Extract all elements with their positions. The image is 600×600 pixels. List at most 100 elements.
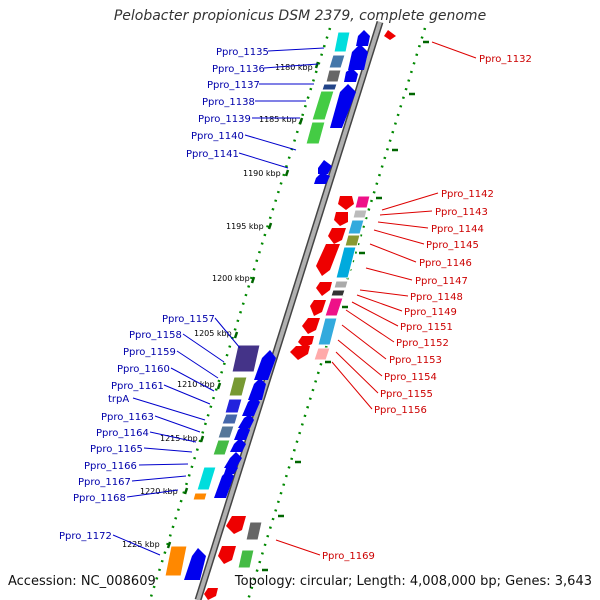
gene-arrow <box>184 548 206 580</box>
gene-label[interactable]: Ppro_1152 <box>396 338 449 349</box>
gene-arrow <box>356 30 370 46</box>
gene-label[interactable]: Ppro_1167 <box>78 477 131 488</box>
gene-label[interactable]: Ppro_1143 <box>435 207 488 218</box>
kbp-label: 1210 kbp <box>177 380 215 389</box>
kbp-label: 1200 kbp <box>212 274 250 283</box>
gene-label[interactable]: Ppro_1140 <box>191 131 244 142</box>
gene-arrow <box>338 196 354 210</box>
gene-label[interactable]: Ppro_1151 <box>400 322 453 333</box>
cog-box <box>164 545 188 577</box>
gene-arrow <box>234 424 250 440</box>
gene-arrow <box>298 336 314 348</box>
cog-box <box>352 209 368 219</box>
cog-box <box>313 347 331 361</box>
left-leader-lines <box>112 47 325 556</box>
gene-label[interactable]: Ppro_1137 <box>207 80 260 91</box>
gene-label[interactable]: Ppro_1146 <box>419 258 472 269</box>
gene-label[interactable]: Ppro_1147 <box>415 276 468 287</box>
gene-label[interactable]: Ppro_1144 <box>431 224 484 235</box>
cog-box <box>317 317 338 346</box>
gene-label[interactable]: Ppro_1141 <box>186 149 239 160</box>
cog-box <box>245 521 263 541</box>
gene-arrow <box>328 228 346 244</box>
gene-label[interactable]: Ppro_1155 <box>380 389 433 400</box>
cog-box <box>333 280 349 289</box>
right-cog-boxes <box>237 195 371 569</box>
gene-label[interactable]: Ppro_1164 <box>96 428 149 439</box>
kbp-label: 1220 kbp <box>140 487 178 496</box>
cog-box <box>324 297 344 317</box>
gene-arrow <box>384 30 396 40</box>
gene-label[interactable]: Ppro_1168 <box>73 493 126 504</box>
gene-arrow <box>238 414 254 428</box>
cog-box <box>347 219 365 235</box>
gene-label[interactable]: Ppro_1159 <box>123 347 176 358</box>
cog-box <box>224 398 243 414</box>
gene-label[interactable]: Ppro_1156 <box>374 405 427 416</box>
gene-label[interactable]: Ppro_1135 <box>216 47 269 58</box>
gene-arrow <box>230 438 246 452</box>
right-leader-lines <box>275 41 477 556</box>
left-gene-arrows <box>184 30 370 580</box>
cog-box <box>330 289 346 297</box>
gene-arrow <box>226 516 246 534</box>
gene-arrow <box>248 378 266 400</box>
gene-arrow <box>254 350 276 380</box>
cog-box <box>237 549 255 569</box>
gene-arrow <box>316 282 332 296</box>
kbp-label: 1205 kbp <box>194 329 232 338</box>
kbp-label: 1185 kbp <box>259 115 297 124</box>
gene-arrow <box>314 172 330 184</box>
gene-label[interactable]: Ppro_1139 <box>198 114 251 125</box>
right-track-ticks <box>262 40 429 572</box>
gene-label[interactable]: Ppro_1154 <box>384 372 437 383</box>
cog-box <box>305 121 326 145</box>
gene-arrow <box>318 160 332 174</box>
gene-arrow <box>218 546 236 564</box>
gene-arrow <box>316 244 340 276</box>
gene-arrow <box>214 470 234 498</box>
gene-arrow <box>290 346 310 360</box>
genome-summary-text: Topology: circular; Length: 4,008,000 bp… <box>234 574 592 589</box>
cog-box <box>212 439 231 456</box>
accession-text: Accession: NC_008609 <box>8 574 156 589</box>
kbp-ticks <box>166 61 320 549</box>
gene-arrow <box>310 300 326 316</box>
gene-label[interactable]: Ppro_1157 <box>162 314 215 325</box>
cog-box <box>221 413 239 425</box>
gene-label[interactable]: Ppro_1166 <box>84 461 137 472</box>
gene-label[interactable]: Ppro_1160 <box>117 364 170 375</box>
kbp-label: 1180 kbp <box>275 63 313 72</box>
gene-label[interactable]: Ppro_1149 <box>404 307 457 318</box>
cog-box <box>311 90 335 121</box>
gene-label[interactable]: Ppro_1148 <box>410 292 463 303</box>
gene-label[interactable]: Ppro_1138 <box>202 97 255 108</box>
gene-label[interactable]: Ppro_1161 <box>111 381 164 392</box>
right-gene-arrows <box>204 30 396 600</box>
gene-label[interactable]: Ppro_1165 <box>90 444 143 455</box>
gene-label[interactable]: Ppro_1169 <box>322 551 375 562</box>
gene-label[interactable]: Ppro_1136 <box>212 64 265 75</box>
cog-box <box>196 466 217 491</box>
map-title: Pelobacter propionicus DSM 2379, complet… <box>113 8 487 24</box>
cog-box <box>321 83 338 91</box>
kbp-label: 1225 kbp <box>122 540 160 549</box>
gene-label[interactable]: Ppro_1163 <box>101 412 154 423</box>
gene-arrow <box>224 452 242 468</box>
cog-box <box>333 31 351 53</box>
gene-label[interactable]: Ppro_1158 <box>129 330 182 341</box>
gene-label[interactable]: trpA <box>108 394 129 405</box>
gene-label[interactable]: Ppro_1142 <box>441 189 494 200</box>
gene-label[interactable]: Ppro_1132 <box>479 54 532 65</box>
gene-label[interactable]: Ppro_1145 <box>426 240 479 251</box>
gene-arrow <box>348 44 368 70</box>
genome-axis <box>196 21 382 600</box>
gene-arrow <box>330 84 356 128</box>
gene-arrow <box>204 588 218 600</box>
gene-label[interactable]: Ppro_1172 <box>59 531 112 542</box>
cog-box <box>228 376 248 397</box>
gene-label[interactable]: Ppro_1153 <box>389 355 442 366</box>
right-tick-track <box>246 27 427 600</box>
cog-box <box>354 195 371 209</box>
